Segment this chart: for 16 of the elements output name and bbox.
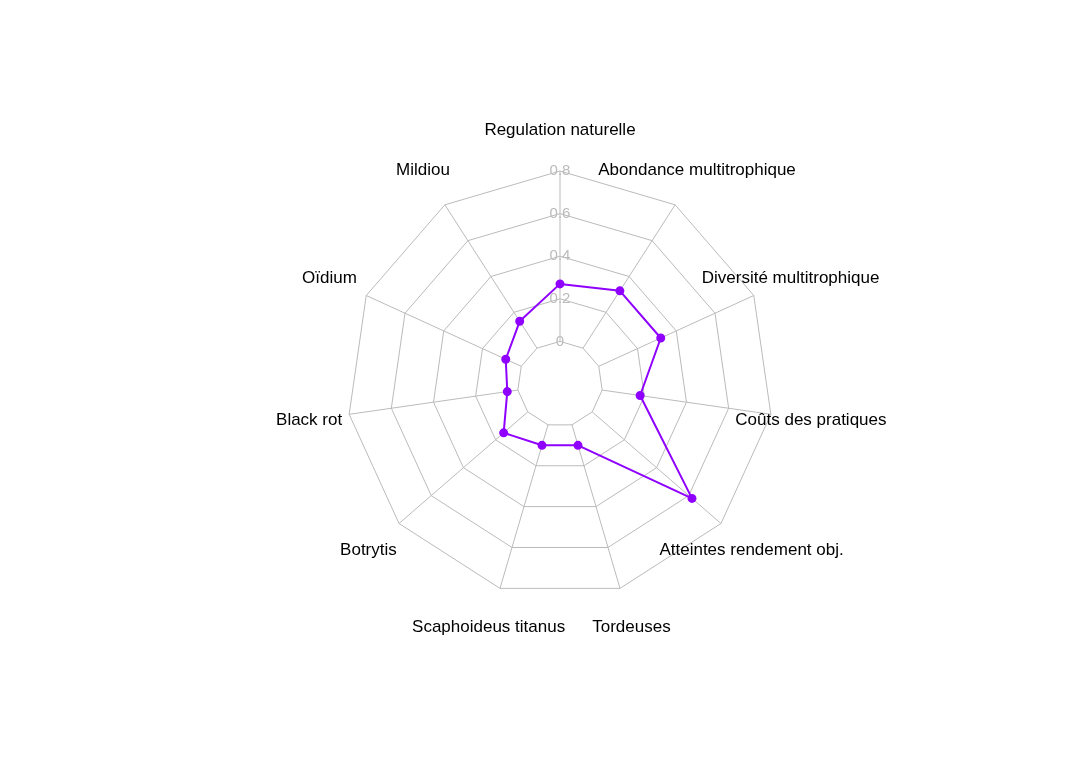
y-tick-label: 0 xyxy=(555,331,565,349)
y-tick-label: 0.8 xyxy=(549,161,571,179)
spoke-label: Atteintes rendement obj. xyxy=(659,539,844,559)
spoke-label: Black rot xyxy=(276,409,343,429)
spoke-label: Oïdium xyxy=(302,268,357,288)
spoke-label: Botrytis xyxy=(340,539,397,559)
spoke-label: Regulation naturelle xyxy=(484,120,636,140)
spoke-label: Tordeuses xyxy=(592,616,671,636)
spoke-label: Diversité multitrophique xyxy=(701,268,880,288)
y-tick-label: 0.2 xyxy=(549,288,571,306)
y-tick-label: 0.4 xyxy=(549,246,571,264)
spoke-label: Mildiou xyxy=(396,160,450,180)
spoke-label: Coûts des pratiques xyxy=(735,409,887,429)
spoke-label: Scaphoideus titanus xyxy=(412,616,566,636)
spoke-label: Abondance multitrophique xyxy=(598,160,796,180)
y-tick-label: 0.6 xyxy=(549,203,571,221)
